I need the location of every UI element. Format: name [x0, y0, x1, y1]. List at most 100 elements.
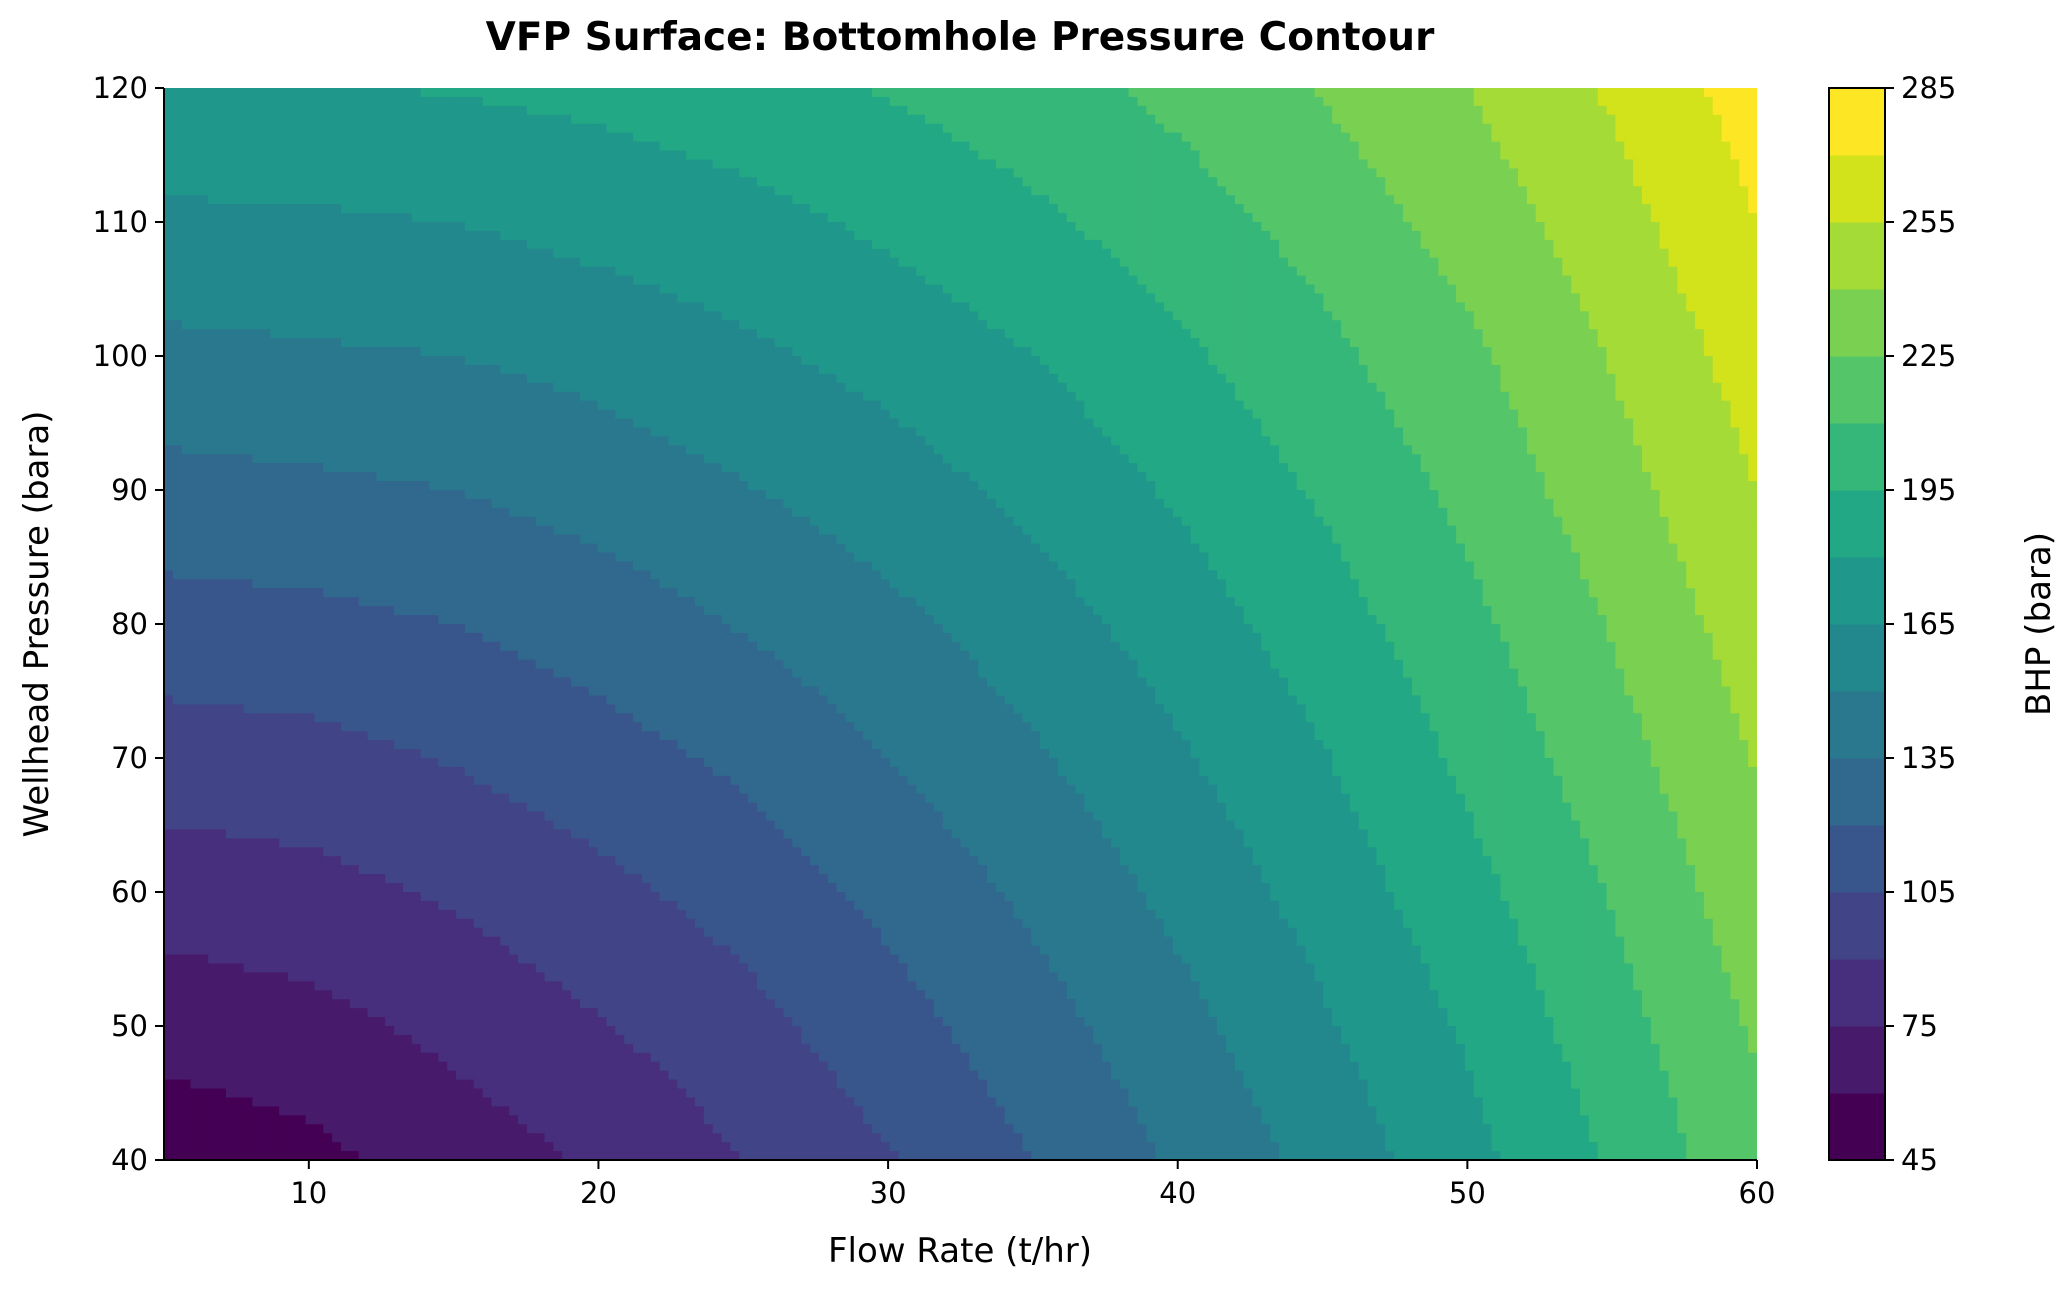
contour-cell [332, 106, 341, 116]
contour-cell [279, 213, 288, 223]
contour-cell [438, 276, 447, 286]
contour-cell [677, 195, 686, 205]
contour-cell [1589, 151, 1598, 161]
contour-cell [536, 133, 545, 143]
contour-cell [571, 133, 580, 143]
contour-cell [969, 276, 978, 286]
contour-cell [1730, 293, 1739, 303]
contour-cell [1536, 258, 1545, 268]
contour-cell [1164, 276, 1173, 286]
contour-cell [872, 124, 881, 134]
contour-cell [677, 88, 686, 98]
contour-cell [1164, 320, 1173, 330]
contour-cell [1421, 106, 1430, 116]
contour-cell [314, 168, 323, 178]
contour-cell [1571, 240, 1580, 250]
contour-cell [642, 88, 651, 98]
contour-cell [562, 151, 571, 161]
contour-cell [828, 133, 837, 143]
contour-cell [1730, 177, 1739, 187]
contour-cell [217, 97, 226, 107]
contour-cell [766, 204, 775, 214]
contour-cell [341, 320, 350, 330]
contour-cell [474, 285, 483, 295]
contour-cell [571, 115, 580, 125]
contour-cell [1261, 151, 1270, 161]
contour-cell [1155, 151, 1164, 161]
contour-cell [1695, 115, 1704, 125]
contour-cell [1492, 240, 1501, 250]
contour-cell [491, 302, 500, 312]
contour-cell [686, 204, 695, 214]
contour-cell [1359, 329, 1368, 339]
contour-cell [1191, 267, 1200, 277]
contour-cell [757, 293, 766, 303]
contour-cell [1571, 168, 1580, 178]
contour-cell [164, 106, 173, 116]
contour-cell [580, 151, 589, 161]
contour-cell [235, 249, 244, 259]
contour-cell [881, 276, 890, 286]
contour-cell [571, 195, 580, 205]
contour-cell [1580, 249, 1589, 259]
contour-cell [633, 177, 642, 187]
contour-cell [182, 186, 191, 196]
contour-cell [1615, 124, 1624, 134]
contour-cell [1624, 97, 1633, 107]
contour-cell [907, 195, 916, 205]
contour-cell [1288, 195, 1297, 205]
contour-cell [757, 302, 766, 312]
contour-cell [385, 106, 394, 116]
contour-cell [491, 142, 500, 152]
contour-cell [164, 168, 173, 178]
contour-cell [907, 124, 916, 134]
contour-cell [1279, 115, 1288, 125]
contour-cell [1403, 285, 1412, 295]
contour-cell [810, 311, 819, 321]
contour-cell [1730, 151, 1739, 161]
contour-cell [341, 222, 350, 232]
contour-cell [1394, 258, 1403, 268]
contour-cell [509, 329, 518, 339]
contour-cell [1288, 151, 1297, 161]
contour-cell [1084, 204, 1093, 214]
contour-cell [1739, 115, 1748, 125]
contour-cell [1146, 88, 1155, 98]
contour-cell [607, 285, 616, 295]
contour-cell [261, 124, 270, 134]
contour-cell [306, 213, 315, 223]
contour-cell [1430, 97, 1439, 107]
contour-cell [385, 88, 394, 98]
contour-cell [208, 133, 217, 143]
contour-cell [359, 195, 368, 205]
contour-cell [527, 115, 536, 125]
contour-cell [952, 115, 961, 125]
contour-cell [394, 204, 403, 214]
contour-cell [1447, 267, 1456, 277]
contour-cell [1642, 115, 1651, 125]
contour-cell [244, 88, 253, 98]
contour-cell [810, 204, 819, 214]
contour-cell [1376, 159, 1385, 169]
contour-cell [385, 285, 394, 295]
contour-cell [562, 311, 571, 321]
contour-cell [465, 285, 474, 295]
contour-cell [722, 115, 731, 125]
contour-cell [350, 213, 359, 223]
contour-cell [536, 320, 545, 330]
contour-cell [1076, 222, 1085, 232]
contour-cell [1509, 276, 1518, 286]
contour-cell [261, 88, 270, 98]
contour-cell [1182, 267, 1191, 277]
contour-cell [1376, 133, 1385, 143]
contour-cell [1191, 285, 1200, 295]
contour-cell [536, 267, 545, 277]
contour-cell [412, 293, 421, 303]
contour-cell [1412, 195, 1421, 205]
contour-cell [801, 329, 810, 339]
contour-cell [1509, 115, 1518, 125]
contour-cell [403, 329, 412, 339]
contour-cell [527, 204, 536, 214]
contour-cell [191, 222, 200, 232]
contour-cell [1580, 204, 1589, 214]
